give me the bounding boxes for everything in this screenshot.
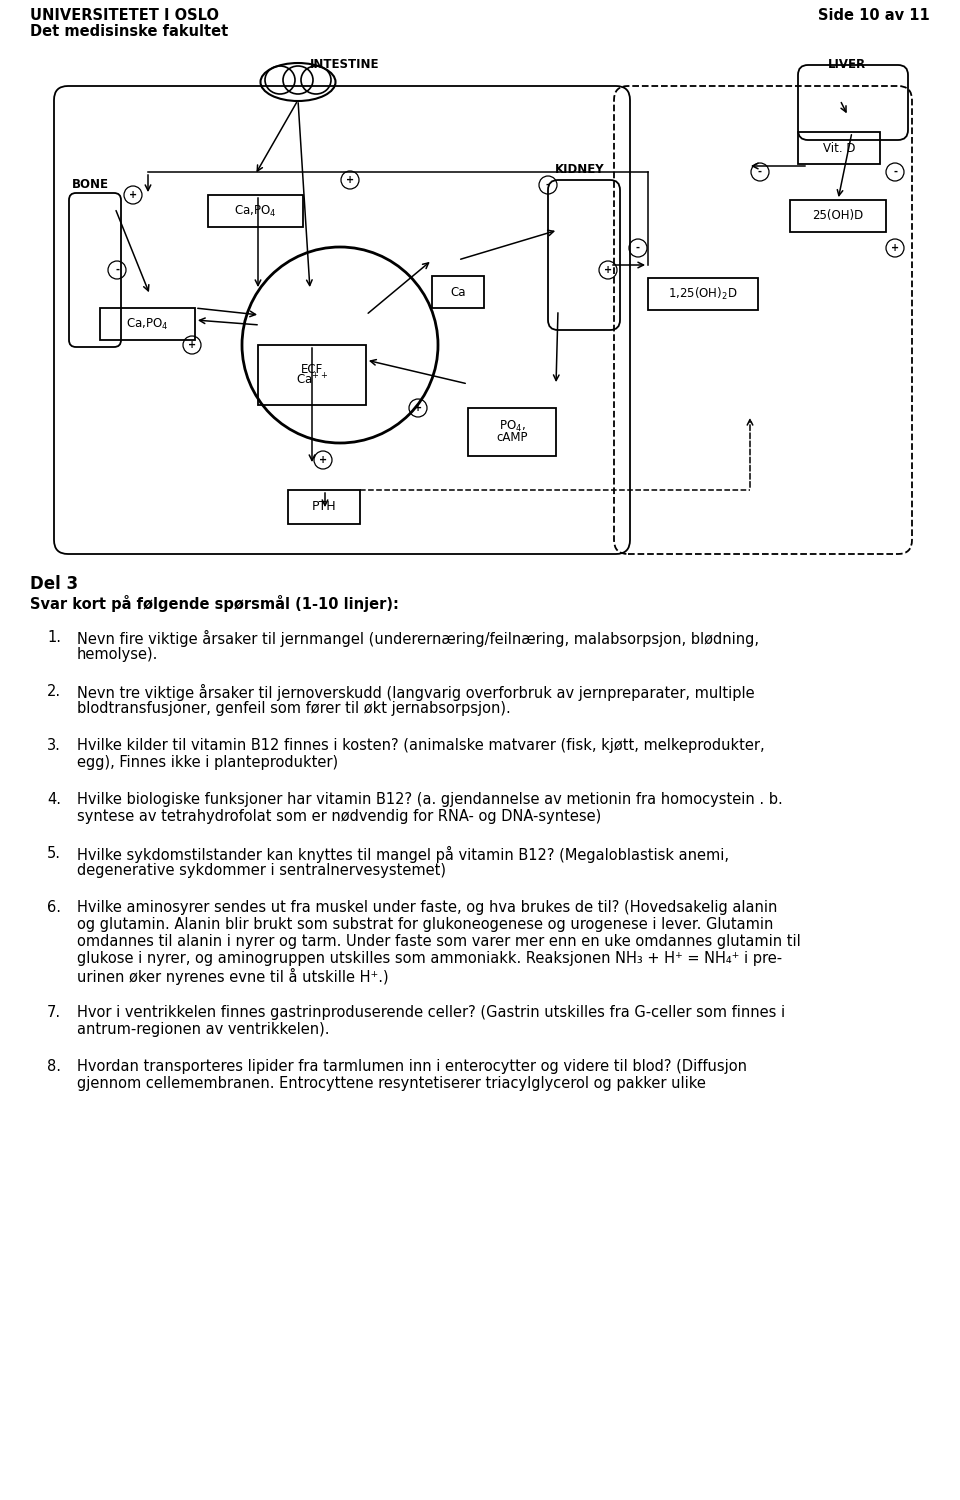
Text: urinen øker nyrenes evne til å utskille H⁺.): urinen øker nyrenes evne til å utskille … <box>77 968 389 986</box>
Text: Svar kort på følgende spørsmål (1-10 linjer):: Svar kort på følgende spørsmål (1-10 lin… <box>30 596 398 612</box>
Text: antrum-regionen av ventrikkelen).: antrum-regionen av ventrikkelen). <box>77 1022 329 1036</box>
Text: LIVER: LIVER <box>828 58 866 70</box>
Text: -: - <box>893 166 897 177</box>
Text: 4.: 4. <box>47 792 61 807</box>
Text: +: + <box>414 404 422 412</box>
Text: 25(OH)D: 25(OH)D <box>812 210 864 222</box>
Text: UNIVERSITETET I OSLO: UNIVERSITETET I OSLO <box>30 8 219 22</box>
Text: Nevn fire viktige årsaker til jernmangel (underernæring/feilnæring, malabsorpsjo: Nevn fire viktige årsaker til jernmangel… <box>77 630 759 646</box>
Text: Ca: Ca <box>450 285 466 298</box>
Text: Hvilke sykdomstilstander kan knyttes til mangel på vitamin B12? (Megaloblastisk : Hvilke sykdomstilstander kan knyttes til… <box>77 846 729 862</box>
Text: glukose i nyrer, og aminogruppen utskilles som ammoniakk. Reaksjonen NH₃ + H⁺ = : glukose i nyrer, og aminogruppen utskill… <box>77 951 782 966</box>
Text: +: + <box>346 176 354 184</box>
Text: PTH: PTH <box>312 501 336 513</box>
Text: cAMP: cAMP <box>496 430 528 444</box>
Text: -: - <box>636 243 640 254</box>
Text: Det medisinske fakultet: Det medisinske fakultet <box>30 24 228 39</box>
Text: 5.: 5. <box>47 846 61 861</box>
Text: Hvilke kilder til vitamin B12 finnes i kosten? (animalske matvarer (fisk, kjøtt,: Hvilke kilder til vitamin B12 finnes i k… <box>77 738 764 753</box>
Text: Ca$^{++}$: Ca$^{++}$ <box>296 372 328 388</box>
Text: 1,25(OH)$_2$D: 1,25(OH)$_2$D <box>668 286 737 302</box>
Text: -: - <box>758 166 762 177</box>
Text: 3.: 3. <box>47 738 60 753</box>
Text: INTESTINE: INTESTINE <box>310 58 379 70</box>
Text: degenerative sykdommer i sentralnervesystemet): degenerative sykdommer i sentralnervesys… <box>77 862 446 877</box>
Text: PO$_4$,: PO$_4$, <box>498 419 525 435</box>
Text: Side 10 av 11: Side 10 av 11 <box>818 8 930 22</box>
Text: Ca,PO$_4$: Ca,PO$_4$ <box>234 204 276 219</box>
Text: Nevn tre viktige årsaker til jernoverskudd (langvarig overforbruk av jernprepara: Nevn tre viktige årsaker til jernoversku… <box>77 684 755 700</box>
Text: omdannes til alanin i nyrer og tarm. Under faste som varer mer enn en uke omdann: omdannes til alanin i nyrer og tarm. Und… <box>77 934 801 950</box>
Text: KIDNEY: KIDNEY <box>555 164 605 176</box>
Text: -: - <box>115 266 119 274</box>
Text: ECF: ECF <box>300 363 324 376</box>
Text: gjennom cellemembranen. Entrocyttene resyntetiserer triacylglycerol og pakker ul: gjennom cellemembranen. Entrocyttene res… <box>77 1076 706 1090</box>
Text: +: + <box>604 266 612 274</box>
Text: 6.: 6. <box>47 900 61 915</box>
Text: Vit. D: Vit. D <box>823 141 855 154</box>
Text: 1.: 1. <box>47 630 61 645</box>
Text: og glutamin. Alanin blir brukt som substrat for glukoneogenese og urogenese i le: og glutamin. Alanin blir brukt som subst… <box>77 916 774 932</box>
Text: 7.: 7. <box>47 1005 61 1020</box>
Text: syntese av tetrahydrofolat som er nødvendig for RNA- og DNA-syntese): syntese av tetrahydrofolat som er nødven… <box>77 808 601 824</box>
Text: 2.: 2. <box>47 684 61 699</box>
Text: hemolyse).: hemolyse). <box>77 646 158 662</box>
Text: Hvilke biologiske funksjoner har vitamin B12? (a. gjendannelse av metionin fra h: Hvilke biologiske funksjoner har vitamin… <box>77 792 782 807</box>
Text: Ca,PO$_4$: Ca,PO$_4$ <box>127 316 169 332</box>
Text: egg), Finnes ikke i planteprodukter): egg), Finnes ikke i planteprodukter) <box>77 754 338 770</box>
Text: -: - <box>546 180 550 190</box>
Text: 8.: 8. <box>47 1059 61 1074</box>
Text: Hvordan transporteres lipider fra tarmlumen inn i enterocytter og videre til blo: Hvordan transporteres lipider fra tarmlu… <box>77 1059 747 1074</box>
Text: blodtransfusjoner, genfeil som fører til økt jernabsorpsjon).: blodtransfusjoner, genfeil som fører til… <box>77 700 511 715</box>
Text: BONE: BONE <box>72 178 109 190</box>
Text: Del 3: Del 3 <box>30 574 78 592</box>
Text: +: + <box>129 190 137 200</box>
Text: Hvor i ventrikkelen finnes gastrinproduserende celler? (Gastrin utskilles fra G-: Hvor i ventrikkelen finnes gastrinprodus… <box>77 1005 785 1020</box>
Text: +: + <box>891 243 900 254</box>
Text: +: + <box>319 454 327 465</box>
Text: +: + <box>188 340 196 350</box>
Text: Hvilke aminosyrer sendes ut fra muskel under faste, og hva brukes de til? (Hoved: Hvilke aminosyrer sendes ut fra muskel u… <box>77 900 778 915</box>
